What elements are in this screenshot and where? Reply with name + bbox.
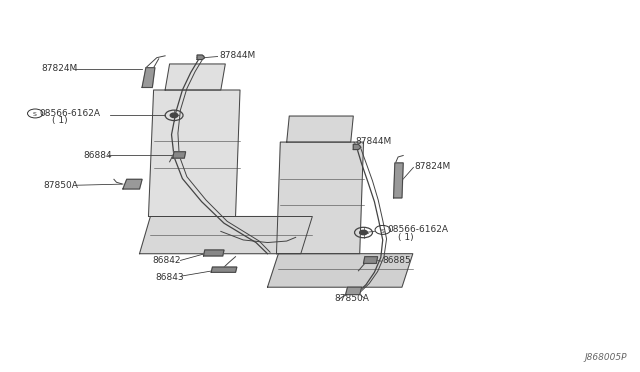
Text: S: S bbox=[380, 228, 384, 234]
Polygon shape bbox=[364, 257, 378, 263]
Text: 87850A: 87850A bbox=[44, 181, 78, 190]
Polygon shape bbox=[123, 179, 142, 189]
Text: 08566-6162A: 08566-6162A bbox=[40, 109, 100, 118]
Polygon shape bbox=[394, 163, 403, 198]
Text: 87824M: 87824M bbox=[415, 162, 451, 171]
Polygon shape bbox=[165, 64, 225, 90]
Text: J868005P: J868005P bbox=[585, 353, 627, 362]
Text: 87844M: 87844M bbox=[219, 51, 255, 60]
Text: 87844M: 87844M bbox=[355, 137, 392, 146]
Text: 86842: 86842 bbox=[152, 256, 181, 265]
Polygon shape bbox=[204, 250, 224, 256]
Text: 86885: 86885 bbox=[383, 256, 412, 265]
Circle shape bbox=[170, 113, 178, 118]
Text: 87824M: 87824M bbox=[42, 64, 78, 73]
Polygon shape bbox=[148, 90, 240, 217]
Text: 87850A: 87850A bbox=[334, 294, 369, 303]
Polygon shape bbox=[142, 68, 155, 87]
Text: ( 1): ( 1) bbox=[52, 116, 68, 125]
Text: 86884: 86884 bbox=[83, 151, 112, 160]
Polygon shape bbox=[276, 142, 364, 254]
Polygon shape bbox=[353, 144, 361, 150]
Polygon shape bbox=[140, 217, 312, 254]
Text: ( 1): ( 1) bbox=[398, 233, 413, 242]
Text: S: S bbox=[33, 112, 36, 117]
Polygon shape bbox=[211, 267, 237, 272]
Polygon shape bbox=[346, 287, 362, 295]
Text: 08566-6162A: 08566-6162A bbox=[387, 225, 448, 234]
Polygon shape bbox=[287, 116, 353, 142]
Polygon shape bbox=[197, 55, 205, 60]
Polygon shape bbox=[173, 152, 186, 158]
Text: 86843: 86843 bbox=[155, 273, 184, 282]
Polygon shape bbox=[268, 254, 413, 287]
Circle shape bbox=[360, 230, 367, 235]
